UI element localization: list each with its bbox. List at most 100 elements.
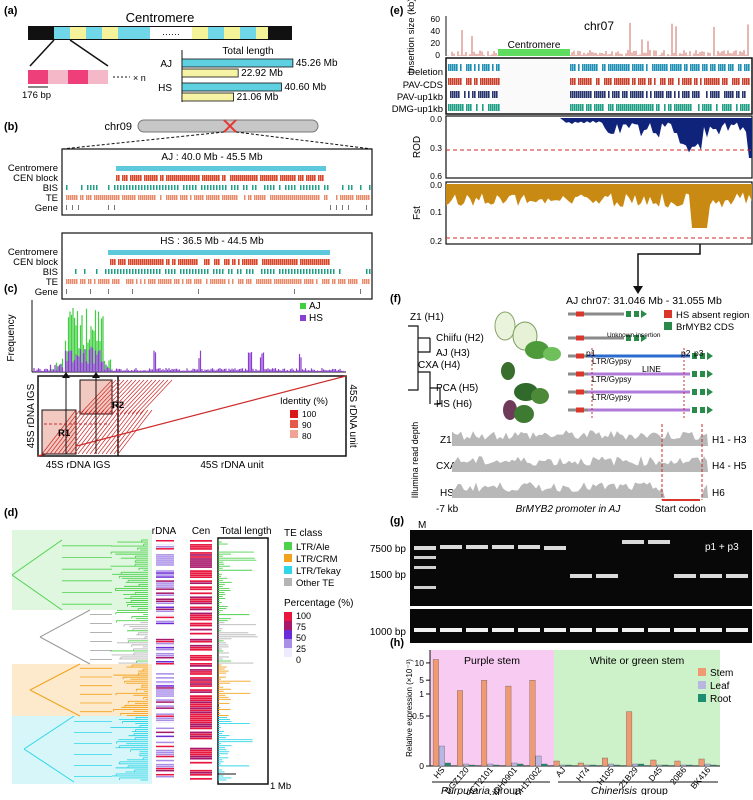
e-variant-mark <box>698 104 700 111</box>
h-green-shade <box>554 650 720 766</box>
b-gene-mark <box>336 205 337 210</box>
b-te-mark <box>106 195 108 200</box>
h-bar <box>444 762 451 767</box>
b-cen-block-mark <box>112 259 114 265</box>
e-variant-mark <box>466 64 468 71</box>
e-fst-label: Fst <box>412 206 423 220</box>
e-variant-mark <box>702 104 704 111</box>
e-variant-mark <box>610 78 612 85</box>
f-depth-ylabel: Illumina read depth <box>410 422 420 499</box>
monomer <box>48 70 68 84</box>
e-variant-mark <box>656 64 658 71</box>
b-bis-mark <box>213 269 215 274</box>
e-pointer-head <box>633 286 643 294</box>
b-gene-mark <box>66 289 67 294</box>
e-variant-mark <box>730 104 732 111</box>
f-hap-arrow <box>707 370 713 378</box>
b-bis-mark <box>195 269 197 274</box>
b-bis-mark <box>183 185 185 190</box>
b-bis-mark <box>186 269 188 274</box>
e-centromere-gap <box>498 59 570 113</box>
b-cen-block-mark <box>170 175 172 181</box>
d-cen-cell <box>190 544 212 546</box>
e-variant-mark <box>688 78 690 85</box>
b-te-mark <box>294 195 296 200</box>
category-aj: AJ <box>160 59 172 70</box>
e-variant-mark <box>594 64 596 71</box>
e-variant-mark <box>684 91 686 98</box>
b-cen-block-mark <box>270 259 272 265</box>
g-marker: M <box>418 520 426 531</box>
b-bis-mark <box>252 185 254 190</box>
b-gene-mark <box>360 289 361 294</box>
e-variant-mark <box>748 104 750 111</box>
b-cen-block-mark <box>314 175 316 181</box>
b-bis-mark <box>219 185 221 190</box>
e-variant-mark <box>588 91 590 98</box>
f-plant-aj <box>543 347 561 361</box>
b-te-mark <box>304 279 306 284</box>
b-bis-mark <box>186 185 188 190</box>
e-variant-mark <box>590 91 592 98</box>
e-variant-mark <box>450 64 452 71</box>
d-cen-cell <box>190 572 212 574</box>
b-cen-block-mark <box>204 175 206 181</box>
c-hatch-line <box>117 409 153 455</box>
h-yticks: 0 0.5 1 5 10 <box>412 658 430 771</box>
b-cen-block-mark <box>252 259 254 265</box>
b-te-mark <box>298 195 300 200</box>
e-variant-mark <box>644 78 646 85</box>
h-xlabel: HS <box>431 765 446 781</box>
e-variant-mark <box>652 104 654 111</box>
e-variant-mark <box>712 64 714 71</box>
e-variant-mark <box>572 91 574 98</box>
h-bar <box>602 757 608 767</box>
d-rdna-cell <box>156 763 174 766</box>
e-variant-mark <box>474 64 476 71</box>
b-cen-block-mark <box>140 259 142 265</box>
h-bar <box>493 764 500 767</box>
e-variant-mark <box>640 91 642 98</box>
c-hatch-line <box>109 409 145 455</box>
e-variant-mark <box>624 78 626 85</box>
b-te-mark <box>182 195 184 200</box>
e-variant-mark <box>696 78 698 85</box>
b-bis-mark <box>141 185 143 190</box>
e-variant-mark <box>682 91 684 98</box>
b-cen-block-mark <box>172 175 174 181</box>
e-variant-mark <box>626 64 628 71</box>
b-bis-mark <box>201 185 203 190</box>
b-te-mark <box>340 279 342 284</box>
d-rdna-cell <box>156 586 174 588</box>
b-bis-mark <box>96 269 98 274</box>
h-bar <box>541 763 548 767</box>
b-cen-block-mark <box>128 259 130 265</box>
b-cen-block-mark <box>122 175 124 181</box>
b-cen-block-mark <box>148 259 150 265</box>
c-hatch-lines <box>41 379 173 455</box>
e-variant-mark <box>570 104 572 111</box>
c-legend-hs-swatch <box>300 315 306 321</box>
e-fst-tick: 0.0 <box>430 180 442 190</box>
e-variant-mark <box>454 91 456 98</box>
f-depth-track <box>452 482 708 498</box>
b-te-mark <box>128 279 130 284</box>
b-te-mark <box>174 195 176 200</box>
b-cen-block-mark <box>218 175 220 181</box>
e-variant-mark <box>654 78 656 85</box>
e-variant-mark <box>730 64 732 71</box>
g-gel-top <box>410 530 752 606</box>
b-centromere-track <box>108 250 330 255</box>
h-bar <box>457 690 463 767</box>
f-hap-cds <box>634 311 639 317</box>
b-te-mark <box>186 279 188 284</box>
b-te-mark <box>274 279 276 284</box>
b-te-mark <box>356 195 358 200</box>
b-cen-block-mark <box>216 259 218 265</box>
f-hap-arrow <box>641 334 647 342</box>
h-bar <box>614 764 620 767</box>
b-cen-block-mark <box>138 175 140 181</box>
e-variant-mark <box>492 78 494 85</box>
e-variant-mark <box>626 78 628 85</box>
